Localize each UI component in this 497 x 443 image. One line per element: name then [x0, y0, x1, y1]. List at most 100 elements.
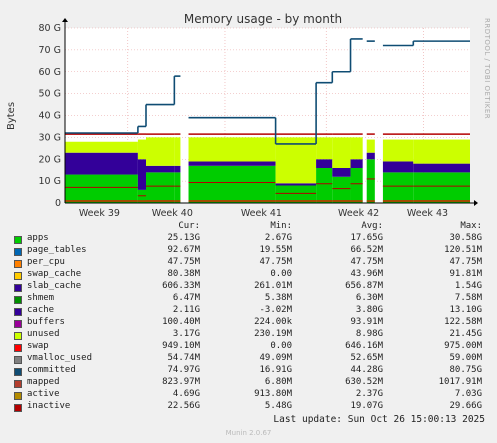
legend-cur: 4.69G [172, 389, 200, 399]
legend-item: swap_cache 80.38M 0.00 43.96M 91.81M [10, 269, 485, 281]
legend-name: page_tables [27, 245, 87, 255]
legend-item: inactive 22.56G 5.48G 19.07G 29.66G [10, 401, 485, 413]
area-apps [332, 176, 351, 203]
legend-cur: 823.97M [162, 377, 200, 387]
legend-name: inactive [27, 401, 71, 411]
header-min: Min: [270, 221, 292, 231]
legend-swatch [14, 272, 22, 280]
legend-max: 1.54G [454, 281, 482, 291]
legend-cur: 22.56G [167, 401, 200, 411]
legend-min: 5.38M [264, 293, 292, 303]
legend-name: per_cpu [27, 257, 65, 267]
legend-max: 975.00M [444, 341, 482, 351]
legend-swatch [14, 260, 22, 268]
area-cache [188, 161, 276, 166]
area-unused [382, 139, 414, 162]
legend-item: active 4.69G 913.80M 2.37G 7.03G [10, 389, 485, 401]
legend-cur: 100.40M [162, 317, 200, 327]
area-unused [350, 137, 363, 160]
side-label: RRDTOOL / TOBI OETIKER [483, 18, 491, 119]
area-apps [188, 165, 276, 203]
legend-max: 21.45G [449, 329, 482, 339]
legend-cur: 3.17G [172, 329, 200, 339]
legend-min: 5.48G [264, 401, 292, 411]
header-avg: Avg: [361, 221, 383, 231]
legend-cur: 6.47M [172, 293, 200, 303]
legend-swatch [14, 320, 22, 328]
x-tick-label: Week 39 [79, 208, 120, 219]
area-apps [275, 185, 317, 203]
legend-max: 47.75M [449, 257, 482, 267]
legend-min: 913.80M [254, 389, 292, 399]
legend-avg: 630.52M [345, 377, 383, 387]
legend-max: 120.51M [444, 245, 482, 255]
area-unused [316, 137, 333, 160]
area-unused [146, 137, 175, 166]
area-unused [413, 139, 470, 164]
legend-min: 261.01M [254, 281, 292, 291]
area-cache [382, 161, 414, 173]
area-apps [137, 189, 146, 203]
y-tick-label: 70 G [39, 45, 61, 56]
y-tick-label: 0 [55, 198, 61, 209]
area-cache [174, 165, 181, 173]
legend-avg: 3.80G [355, 305, 383, 315]
y-tick-label: 40 G [39, 111, 61, 122]
legend-item: buffers 100.40M 224.00k 93.91M 122.58M [10, 317, 485, 329]
y-tick-label: 50 G [39, 89, 61, 100]
legend-avg: 52.65M [350, 353, 383, 363]
x-tick-label: Week 43 [407, 208, 448, 219]
area-cache [275, 183, 317, 186]
legend: Cur: Min: Avg: Max: apps 25.13G 2.67G 17.65… [10, 221, 485, 413]
x-tick-label: Week 42 [338, 208, 379, 219]
legend-avg: 646.16M [345, 341, 383, 351]
area-apps [316, 168, 333, 203]
y-tick-label: 30 G [39, 132, 61, 143]
legend-name: mapped [27, 377, 60, 387]
legend-name: shmem [27, 293, 55, 303]
legend-cur: 2.11G [172, 305, 200, 315]
header-cur: Cur: [178, 221, 200, 231]
legend-avg: 19.07G [350, 401, 383, 411]
area-cache [413, 163, 470, 173]
legend-rows: apps 25.13G 2.67G 17.65G 30.58G page_tables 92… [10, 233, 485, 413]
area-unused [275, 137, 317, 184]
y-axis-label: Bytes [6, 102, 17, 130]
legend-swatch [14, 392, 22, 400]
legend-cur: 949.10M [162, 341, 200, 351]
area-unused [332, 137, 351, 168]
legend-max: 122.58M [444, 317, 482, 327]
legend-min: 6.80M [264, 377, 292, 387]
area-unused [65, 141, 138, 153]
legend-avg: 17.65G [350, 233, 383, 243]
header-max: Max: [460, 221, 482, 231]
legend-header: Cur: Min: Avg: Max: [10, 221, 485, 233]
legend-min: 224.00k [254, 317, 292, 327]
legend-item: swap 949.10M 0.00 646.16M 975.00M [10, 341, 485, 353]
legend-avg: 93.91M [350, 317, 383, 327]
legend-item: unused 3.17G 230.19M 8.98G 21.45G [10, 329, 485, 341]
legend-name: active [27, 389, 60, 399]
area-apps [65, 174, 138, 203]
legend-avg: 43.96M [350, 269, 383, 279]
legend-max: 80.75G [449, 365, 482, 375]
legend-min: 2.67G [264, 233, 292, 243]
area-apps [350, 168, 363, 203]
legend-min: -3.02M [259, 305, 292, 315]
legend-name: vmalloc_used [27, 353, 93, 363]
legend-avg: 47.75M [350, 257, 383, 267]
y-tick-label: 20 G [39, 154, 61, 165]
legend-max: 30.58G [449, 233, 482, 243]
x-axis-arrow [474, 200, 478, 206]
legend-max: 13.10G [449, 305, 482, 315]
legend-name: slab_cache [27, 281, 82, 291]
area-cache [65, 152, 138, 175]
legend-name: swap [27, 341, 49, 351]
area-unused [174, 137, 181, 166]
area-unused [366, 139, 375, 153]
legend-cur: 74.97G [167, 365, 200, 375]
legend-max: 91.81M [449, 269, 482, 279]
legend-min: 16.91G [259, 365, 292, 375]
legend-swatch [14, 356, 22, 364]
x-tick-label: Week 41 [241, 208, 282, 219]
